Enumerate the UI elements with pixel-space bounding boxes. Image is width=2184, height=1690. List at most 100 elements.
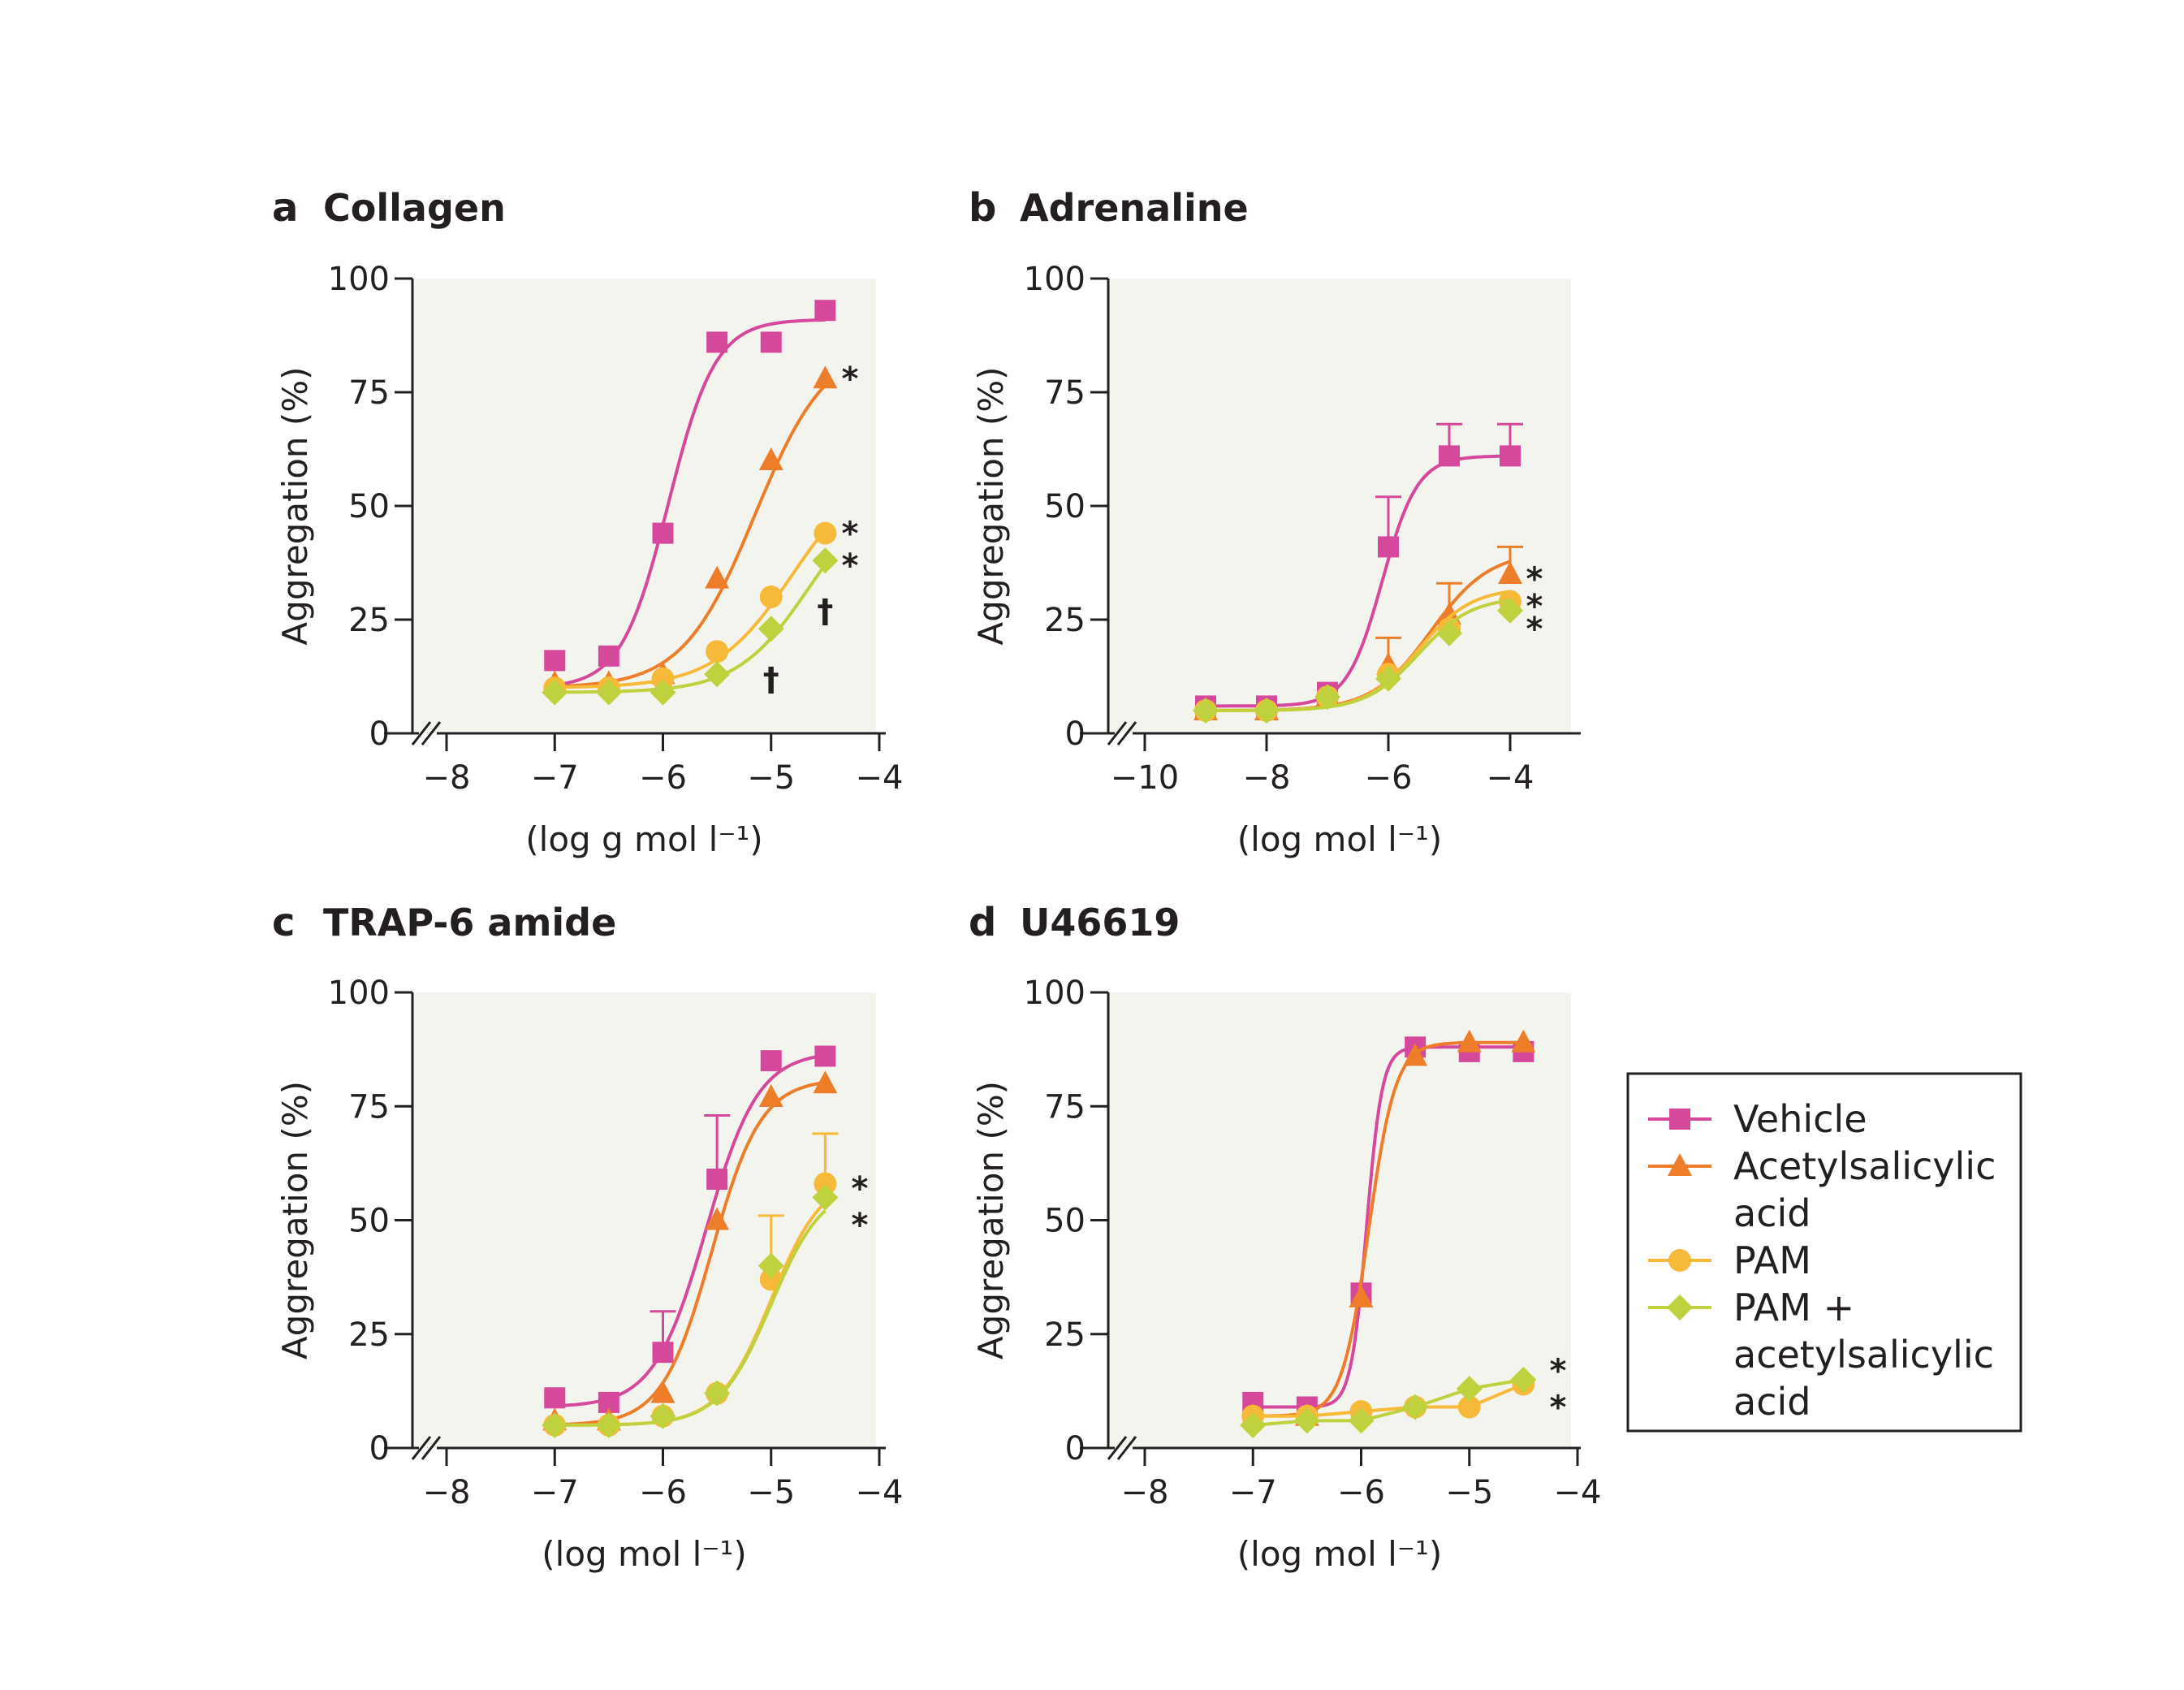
legend-label: acid [1733,1380,1811,1424]
significance-mark: * [842,516,859,553]
data-point [1439,445,1460,467]
x-tick-label: −7 [1229,1474,1277,1511]
data-point [814,1172,837,1195]
legend-label: acetylsalicylic [1733,1333,1994,1377]
legend-marker [1668,1249,1691,1272]
data-point [1314,684,1340,711]
axis-break-mark [1107,721,1128,746]
legend-item: Vehicle [1648,1097,1867,1141]
data-point [1349,1284,1374,1307]
x-axis-label: (log mol l⁻¹) [1237,819,1442,859]
y-tick-label: 50 [1044,1203,1086,1240]
data-point [705,1207,730,1230]
plot-background [412,992,876,1448]
data-point [652,1342,674,1364]
significance-mark: * [842,547,859,585]
data-point [1500,445,1521,467]
y-tick-label: 75 [1044,374,1086,412]
x-tick-label: −6 [639,1474,687,1511]
axis-break-mark [421,721,442,746]
legend-label: Acetylsalicylic [1733,1144,1996,1188]
data-point [650,1380,675,1403]
significance-mark: * [842,361,859,398]
data-point [706,640,729,663]
data-point [595,679,622,706]
data-point [813,1070,838,1094]
data-point [812,1184,839,1211]
x-tick-label: −6 [1365,759,1413,797]
data-point [814,521,837,545]
data-point [704,1380,731,1407]
y-tick-label: 50 [1044,488,1086,525]
data-point [1375,665,1401,692]
significance-mark: † [817,593,833,630]
data-point [758,1084,783,1108]
x-tick-label: −4 [856,759,904,797]
x-tick-label: −5 [747,1474,795,1511]
data-point [542,679,568,706]
y-tick-label: 25 [1044,602,1086,639]
data-point [705,565,730,589]
series-vehicle [544,300,836,687]
significance-mark: * [1550,1390,1567,1427]
data-point [812,547,839,574]
data-point [814,300,836,322]
data-point [1457,1395,1481,1419]
data-point [1378,536,1399,558]
data-point [651,667,675,690]
plot-background [412,279,876,733]
panel-letter: c [272,900,295,945]
y-axis-label: Aggregation (%) [275,1081,315,1359]
data-point [758,447,783,470]
y-tick-label: 25 [348,602,390,639]
significance-mark: * [1526,588,1543,625]
plot-background [1108,992,1571,1448]
x-axis-label: (log mol l⁻¹) [1237,1534,1442,1574]
data-point [650,679,676,706]
data-point [1403,1043,1428,1066]
y-tick-label: 25 [348,1316,390,1354]
data-point [652,522,674,544]
data-point [1254,698,1280,724]
significance-mark: * [1526,611,1543,648]
y-tick-label: 50 [348,488,390,525]
data-point [814,1045,836,1067]
x-tick-label: −7 [531,759,579,797]
data-point [1510,1366,1537,1393]
data-point [1402,1394,1429,1420]
data-point [757,1252,784,1279]
panel-letter: a [272,185,298,231]
panel-title: TRAP-6 amide [323,901,616,944]
data-point [1498,561,1522,584]
data-point [760,1050,782,1072]
data-point [1240,1411,1267,1438]
significance-mark: * [1550,1353,1567,1390]
y-tick-label: 75 [348,1088,390,1126]
data-point [598,645,619,667]
significance-mark: * [1526,561,1543,599]
plot-background [1108,279,1571,733]
legend-marker [1668,1153,1692,1176]
panel-letter: d [969,900,996,945]
axis-break-mark [1107,1436,1128,1460]
significance-mark: * [852,1207,869,1244]
legend-box [1626,1072,2022,1433]
series-pam_asa [1240,1366,1537,1438]
series-pam_asa [1193,597,1523,724]
data-point [544,650,566,672]
series-line [555,318,826,687]
legend-marker [1667,1295,1693,1320]
y-axis-label: Aggregation (%) [971,366,1011,645]
y-tick-label: 100 [328,975,390,1012]
data-point [1436,620,1462,646]
data-point [544,1387,566,1409]
data-point [759,1268,783,1291]
axis-break-mark [1116,721,1137,746]
axis-break-mark [1116,1436,1137,1460]
legend-label: acid [1733,1191,1811,1235]
axis-break-mark [411,721,432,746]
significance-mark: † [763,661,779,698]
